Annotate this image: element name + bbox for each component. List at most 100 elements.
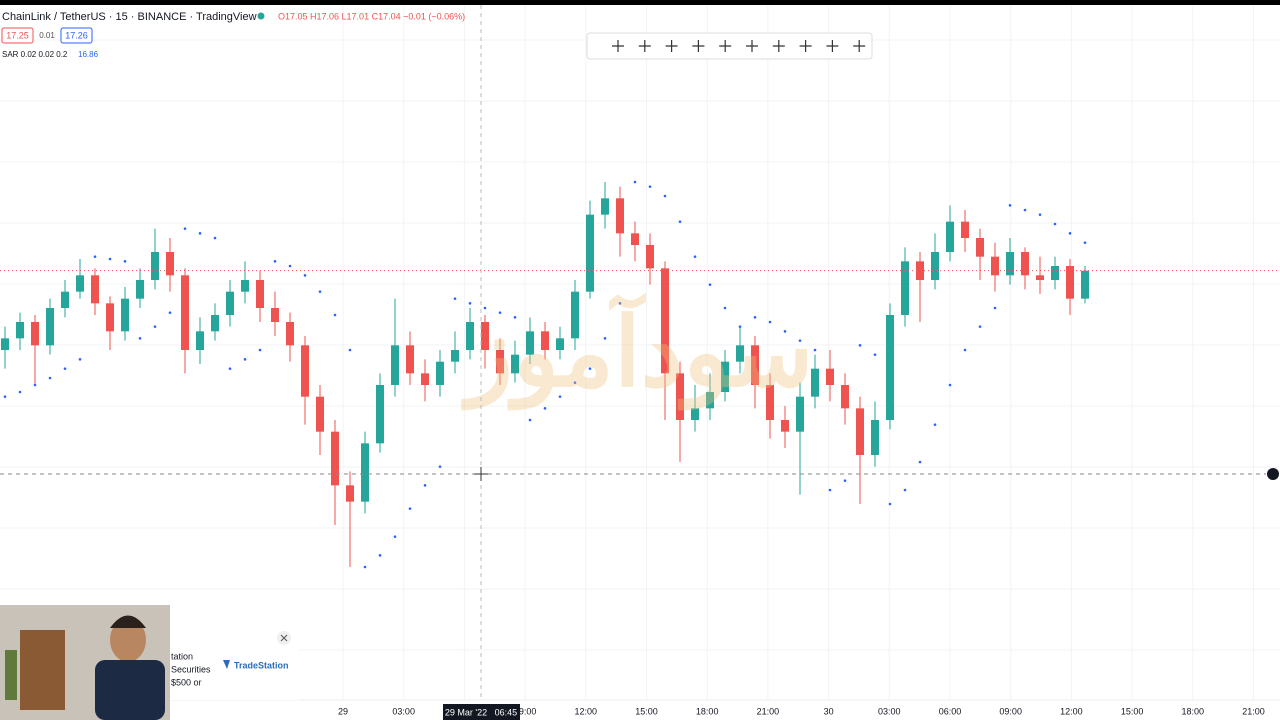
sar-dot xyxy=(858,344,862,347)
tool-icon[interactable] xyxy=(612,40,624,52)
candle-body xyxy=(61,291,69,308)
tool-icon[interactable] xyxy=(638,40,651,52)
sar-dot xyxy=(288,264,292,268)
candle-body xyxy=(121,298,129,332)
sar-dot xyxy=(933,423,937,426)
time-label: 03:00 xyxy=(392,706,415,716)
sar-dot xyxy=(363,565,367,569)
candle-body xyxy=(976,238,984,257)
tool-icon[interactable] xyxy=(799,40,812,52)
sar-dot xyxy=(558,395,562,398)
sar-dot xyxy=(543,407,547,410)
toolbar-icons xyxy=(612,40,866,52)
sar-dot xyxy=(768,320,772,324)
candle-body xyxy=(1036,275,1044,280)
sar-dot xyxy=(693,255,697,258)
sar-dot xyxy=(888,502,892,506)
sar-dot xyxy=(813,348,817,352)
sar-dot xyxy=(753,316,757,319)
sar-dot xyxy=(498,311,502,314)
candle-body xyxy=(1081,270,1089,299)
sar-dot xyxy=(228,367,232,370)
sar-dot xyxy=(948,383,952,387)
sar-dot xyxy=(873,353,877,356)
candle-body xyxy=(1006,252,1014,276)
sar-dot xyxy=(468,302,472,305)
sar-dot xyxy=(378,554,382,557)
sar-dot xyxy=(423,484,427,487)
sar-dot xyxy=(723,306,727,310)
ohlc: O17.05 H17.06 L17.01 C17.04 −0.01 (−0.06… xyxy=(278,11,465,21)
candle-body xyxy=(1,338,9,350)
ad-box xyxy=(170,625,298,700)
candle-body xyxy=(901,261,909,315)
candle-body xyxy=(871,420,879,455)
candle-body xyxy=(286,322,294,346)
candle-body xyxy=(586,214,594,292)
ask: 17.26 xyxy=(65,30,88,40)
tool-icon[interactable] xyxy=(692,40,705,52)
sar-dot xyxy=(1053,222,1057,226)
time-label: 15:00 xyxy=(635,706,658,716)
sar-dot xyxy=(513,316,517,319)
candle-body xyxy=(1051,266,1059,280)
candle-body xyxy=(46,308,54,346)
candle-body xyxy=(991,256,999,276)
sar-dot xyxy=(153,325,157,328)
candle-body xyxy=(796,396,804,432)
candle-body xyxy=(76,275,84,292)
sar-dot xyxy=(18,390,22,394)
time-label: 06:00 xyxy=(939,706,962,716)
top-bar xyxy=(0,0,1280,5)
sar-dot xyxy=(348,348,352,352)
candle-body xyxy=(946,221,954,252)
tool-icon[interactable] xyxy=(853,40,866,52)
indicator-value: 16.86 xyxy=(78,50,99,59)
candle-body xyxy=(526,331,534,355)
time-label: 12:00 xyxy=(575,706,598,716)
candle-body xyxy=(571,291,579,339)
sar-dot xyxy=(333,313,337,317)
candle-body xyxy=(541,331,549,350)
tool-icon[interactable] xyxy=(746,40,758,52)
crosshair-button[interactable] xyxy=(1267,468,1279,480)
candle-body xyxy=(466,322,474,350)
candle-body xyxy=(691,408,699,420)
sar-dot xyxy=(123,260,127,263)
sar-dot xyxy=(618,302,622,305)
sar-dot xyxy=(408,507,412,510)
crosshair-time-box xyxy=(443,704,520,720)
sar-dot xyxy=(138,337,142,340)
tool-icon[interactable] xyxy=(719,40,732,52)
time-label: 15:00 xyxy=(1121,706,1144,716)
plot xyxy=(0,180,1280,569)
candle-body xyxy=(646,245,654,269)
candle-body xyxy=(136,280,144,299)
candle-body xyxy=(31,322,39,346)
candle-body xyxy=(631,233,639,245)
sar-dot xyxy=(48,376,52,380)
sar-dot xyxy=(393,535,397,538)
sar-dot xyxy=(573,381,577,384)
candle-body xyxy=(301,345,309,397)
sar-dot xyxy=(168,311,172,314)
sar-dot xyxy=(1023,208,1027,212)
tool-icon[interactable] xyxy=(826,40,839,52)
sar-dot xyxy=(63,367,67,370)
candle-body xyxy=(91,275,99,304)
candle-body xyxy=(781,420,789,432)
candle-body xyxy=(616,198,624,234)
sar-dot xyxy=(273,260,277,263)
time-label: 03:00 xyxy=(878,706,901,716)
tool-icon[interactable] xyxy=(772,40,785,52)
sar-dot xyxy=(783,330,787,333)
sell-box[interactable] xyxy=(1,27,34,44)
buy-box[interactable] xyxy=(60,27,93,44)
tool-icon[interactable] xyxy=(665,40,678,52)
candle-body xyxy=(181,275,189,350)
ad-line: Securities xyxy=(171,664,211,674)
candle-body xyxy=(436,361,444,385)
candle-body xyxy=(196,331,204,350)
candle-body xyxy=(451,350,459,362)
candle-body xyxy=(406,345,414,374)
